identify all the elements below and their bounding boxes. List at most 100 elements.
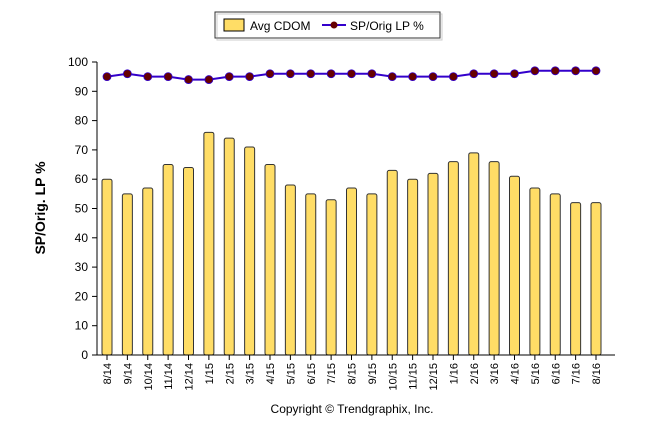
- bar: [366, 193, 378, 356]
- bar: [142, 187, 154, 356]
- line-point: [143, 72, 153, 82]
- y-tick-label: 90: [75, 84, 89, 98]
- x-tick-label: 7/15: [326, 363, 338, 384]
- y-tick-label: 40: [75, 231, 89, 245]
- bar: [101, 178, 113, 356]
- y-tick-label: 70: [75, 143, 89, 157]
- x-tick-label: 9/15: [367, 363, 379, 384]
- x-tick-label: 8/16: [591, 363, 603, 384]
- y-axis-label: SP/Orig. LP %: [32, 161, 48, 255]
- line-point: [306, 69, 316, 79]
- copyright: Copyright © Trendgraphix, Inc.: [271, 402, 434, 416]
- x-tick-label: 10/15: [387, 363, 399, 391]
- bar: [183, 166, 194, 356]
- line-point: [326, 69, 336, 79]
- legend-label-line: SP/Orig LP %: [350, 19, 424, 33]
- x-tick-label: 10/14: [143, 363, 155, 391]
- y-tick-label: 30: [75, 260, 89, 274]
- line-point: [550, 66, 560, 76]
- bar-series: [101, 131, 602, 356]
- line-point: [510, 69, 519, 79]
- x-tick-label: 8/14: [102, 363, 114, 384]
- x-tick-label: 4/15: [265, 363, 277, 384]
- bar: [284, 184, 296, 356]
- y-tick-label: 10: [75, 319, 89, 333]
- bar: [162, 164, 174, 356]
- bar: [447, 161, 459, 356]
- line-point: [245, 72, 255, 82]
- y-tick-label: 50: [75, 202, 89, 216]
- bar: [529, 187, 541, 356]
- bar: [203, 131, 215, 356]
- legend-marker: [330, 21, 338, 29]
- y-tick-label: 20: [75, 289, 89, 303]
- bar: [264, 164, 276, 356]
- bar: [549, 193, 561, 356]
- bar: [427, 172, 439, 356]
- line-point: [184, 75, 193, 84]
- bar: [386, 169, 398, 356]
- line-point: [489, 69, 499, 79]
- x-tick-label: 3/16: [489, 363, 501, 384]
- y-tick-label: 100: [68, 55, 88, 69]
- x-tick-label: 6/16: [550, 363, 562, 384]
- line-series: [102, 66, 601, 84]
- x-tick-label: 7/16: [571, 363, 583, 384]
- bar: [305, 193, 317, 356]
- line-point: [122, 69, 132, 79]
- x-tick-label: 1/16: [448, 363, 460, 384]
- line-point: [285, 69, 295, 79]
- line-point: [224, 72, 234, 82]
- bar: [590, 202, 602, 356]
- y-axis: 0 10 20 30 40 50 60 70 80 90 100: [68, 55, 97, 362]
- line-point: [102, 72, 112, 82]
- line-point: [591, 66, 601, 76]
- x-tick-label: 4/16: [510, 363, 522, 384]
- y-tick-label: 60: [75, 172, 89, 186]
- x-tick-label: 6/15: [306, 363, 318, 384]
- bar: [407, 178, 419, 356]
- x-tick-label: 8/15: [347, 363, 359, 384]
- legend-shadow: [216, 13, 443, 41]
- line-point: [448, 72, 458, 82]
- line-point: [530, 66, 540, 76]
- x-tick-label: 5/15: [285, 363, 297, 384]
- bar: [325, 199, 337, 356]
- legend-label-bar: Avg CDOM: [250, 19, 310, 33]
- bar: [223, 137, 235, 356]
- bar: [468, 152, 480, 356]
- line-point: [163, 72, 173, 82]
- bar: [488, 161, 500, 356]
- x-tick-label: 1/15: [204, 363, 216, 384]
- x-tick-label: 11/15: [408, 363, 420, 390]
- x-tick-label: 2/16: [469, 363, 481, 384]
- bar: [346, 187, 357, 356]
- bar: [244, 146, 256, 356]
- x-tick-label: 3/15: [245, 363, 257, 384]
- line-point: [367, 69, 377, 79]
- y-tick-label: 80: [75, 114, 89, 128]
- line-point: [571, 66, 581, 76]
- line-point: [428, 72, 438, 82]
- x-tick-label: 5/16: [530, 363, 542, 384]
- bar: [509, 175, 520, 356]
- line-point: [408, 72, 418, 82]
- bar: [570, 202, 582, 356]
- x-tick-label: 2/15: [224, 363, 236, 384]
- line-point: [387, 72, 397, 82]
- bar: [121, 193, 133, 356]
- x-tick-label: 11/14: [163, 363, 175, 390]
- line-point: [347, 69, 356, 79]
- line-point: [204, 75, 214, 84]
- line-point: [469, 69, 479, 79]
- x-tick-label: 12/14: [184, 363, 196, 391]
- legend: Avg CDOM SP/Orig LP %: [214, 11, 443, 41]
- legend-swatch-bar: [223, 18, 245, 32]
- x-axis: 8/14 9/14 10/14 11/14 12/14 1/15 2/15 3/15 4/15 5…: [102, 355, 603, 391]
- line-point: [265, 69, 275, 79]
- x-tick-label: 12/15: [428, 363, 440, 391]
- x-tick-label: 9/14: [122, 363, 134, 384]
- y-tick-label: 0: [81, 348, 88, 362]
